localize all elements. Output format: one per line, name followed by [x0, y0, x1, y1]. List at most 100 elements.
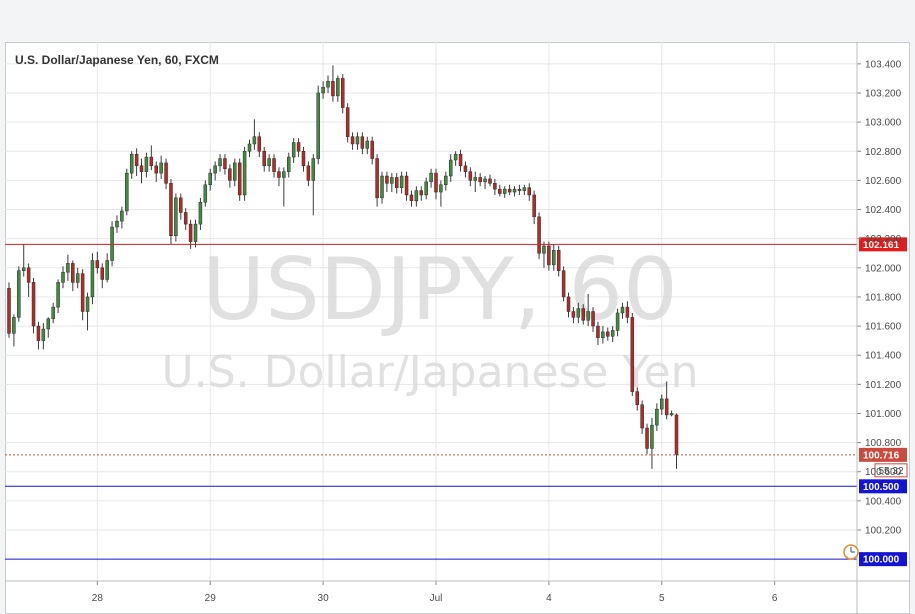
candle-body: [419, 190, 424, 196]
candle-body: [483, 178, 487, 183]
candle: [458, 149, 463, 172]
candle-body: [650, 424, 654, 449]
candle-body: [601, 331, 605, 338]
candle: [532, 190, 536, 225]
candle-body: [370, 140, 374, 159]
candle-body: [46, 318, 51, 330]
x-tick-label: Jul: [430, 593, 443, 604]
x-tick-label: 29: [205, 593, 217, 604]
candle-body: [267, 158, 271, 167]
candle-body: [458, 153, 463, 167]
candle-body: [134, 153, 139, 167]
candle: [223, 154, 227, 175]
candle: [650, 417, 654, 469]
candle: [306, 161, 311, 187]
candle: [149, 145, 154, 171]
candle-body: [17, 270, 21, 318]
price-chart[interactable]: USDJPY, 60 U.S. Dollar/Japanese Yen 102.…: [5, 42, 910, 614]
candle-body: [237, 162, 242, 196]
y-tick-label: 103.000: [865, 118, 902, 129]
candle-body: [257, 136, 262, 152]
y-tick-label: 102.200: [865, 234, 902, 245]
candle-body: [321, 86, 325, 94]
candle-body: [85, 296, 90, 312]
candle: [56, 279, 60, 313]
candle-body: [287, 156, 291, 172]
candle: [242, 146, 247, 201]
candle-body: [620, 306, 625, 314]
candle-body: [154, 165, 158, 174]
y-tick-label: 100.800: [865, 438, 902, 449]
candle-body: [507, 188, 512, 193]
candle: [115, 215, 119, 233]
y-tick-label: 102.000: [865, 263, 902, 274]
candle: [664, 381, 669, 420]
candle-body: [606, 331, 610, 337]
candle-body: [188, 223, 193, 242]
candle: [424, 177, 428, 200]
candle: [46, 317, 51, 338]
level-tag-label: 100.000: [863, 555, 900, 566]
candle-body: [517, 188, 522, 191]
candle-body: [331, 81, 335, 97]
candle-body: [36, 325, 41, 341]
candle-body: [174, 197, 178, 236]
candle: [630, 312, 635, 396]
candle: [507, 184, 512, 195]
y-tick-label: 101.000: [865, 409, 902, 420]
candle: [134, 148, 139, 177]
candle: [331, 65, 335, 102]
candle-body: [669, 413, 674, 416]
candle-body: [610, 330, 615, 337]
candle: [316, 85, 320, 165]
candle-body: [326, 81, 330, 88]
candle: [615, 308, 620, 337]
candle-body: [95, 260, 100, 269]
candle-body: [502, 188, 507, 194]
candle: [208, 168, 212, 191]
candle: [296, 138, 301, 158]
candle: [399, 171, 404, 194]
candle-body: [434, 172, 438, 193]
candle-body: [233, 162, 237, 181]
candle-body: [125, 172, 129, 212]
candle-body: [223, 158, 227, 169]
candle: [80, 269, 85, 321]
candle-body: [498, 188, 502, 194]
grid: [5, 42, 857, 581]
candle-body: [21, 267, 26, 271]
candle: [61, 266, 65, 289]
candle-body: [193, 223, 198, 242]
y-tick-label: 101.800: [865, 292, 902, 303]
candle: [345, 103, 350, 143]
candle-body: [213, 165, 217, 174]
candle-body: [571, 311, 576, 318]
candle: [7, 282, 11, 338]
candle-body: [615, 312, 620, 331]
candle-body: [429, 172, 433, 183]
chart-title: U.S. Dollar/Japanese Yen, 60, FXCM: [15, 53, 219, 67]
candle: [267, 154, 271, 172]
candle: [277, 167, 281, 187]
candle: [125, 168, 129, 216]
candle-body: [375, 158, 379, 199]
candle-body: [198, 201, 203, 225]
y-tick-label: 102.800: [865, 147, 902, 158]
candle: [252, 119, 257, 150]
candle-body: [277, 171, 281, 178]
candle: [375, 154, 379, 207]
candle: [610, 326, 615, 343]
candle: [183, 208, 188, 230]
candle-body: [463, 165, 468, 172]
candle-body: [444, 175, 448, 186]
candle-body: [203, 184, 208, 203]
candle: [321, 81, 325, 99]
candle: [350, 132, 355, 150]
candle: [576, 302, 581, 324]
candle: [179, 193, 183, 220]
candle: [453, 151, 458, 166]
candle-body: [591, 311, 595, 327]
candle: [36, 321, 41, 350]
candle-body: [183, 212, 188, 225]
candle: [463, 161, 468, 178]
